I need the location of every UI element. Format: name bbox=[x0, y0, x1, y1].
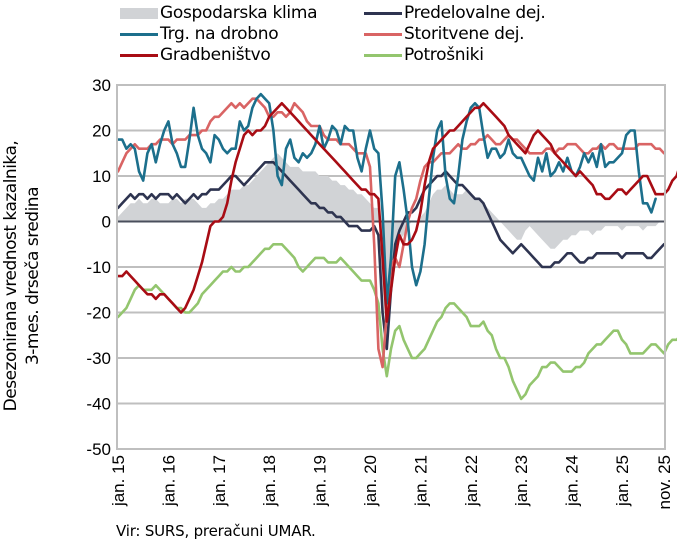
legend-item-potrosniki: Potrošniki bbox=[364, 44, 484, 66]
y-tick-label: -20 bbox=[86, 304, 111, 323]
legend-swatch-line bbox=[364, 11, 402, 15]
x-tick-label: jan. 24 bbox=[563, 455, 582, 507]
y-tick-label: 10 bbox=[92, 167, 111, 186]
y-tick-label: 30 bbox=[92, 76, 111, 95]
legend-item-gradbenistvo: Gradbeništvo bbox=[120, 44, 271, 66]
y-tick-label: -50 bbox=[86, 440, 111, 459]
x-tick-label: jan. 19 bbox=[311, 455, 330, 507]
plot-frame bbox=[116, 84, 666, 450]
x-tick-labels: jan. 15 jan. 16 jan. 17 jan. 18 jan. 19 jan. … bbox=[109, 455, 674, 510]
y-tick-label: -40 bbox=[86, 395, 111, 414]
legend-label: Storitvene dej. bbox=[404, 24, 525, 44]
x-tick-label: jan. 20 bbox=[361, 455, 380, 507]
y-tick-labels: 30 20 10 0 -10 -20 -30 -40 -50 bbox=[86, 76, 111, 459]
y-tick-label: -10 bbox=[86, 258, 111, 277]
legend-label: Gospodarska klima bbox=[160, 3, 318, 23]
x-tick-label: jan. 17 bbox=[210, 455, 229, 507]
x-tick-label: nov. 25 bbox=[655, 455, 674, 510]
y-tick-label: 0 bbox=[102, 213, 111, 232]
x-tick-label: jan. 22 bbox=[462, 455, 481, 507]
x-tick-label: jan. 25 bbox=[613, 455, 632, 507]
legend-swatch-line bbox=[364, 32, 402, 36]
x-tick-label: jan. 16 bbox=[159, 455, 178, 507]
series-lines bbox=[116, 92, 677, 401]
legend-swatch-line bbox=[120, 53, 158, 57]
legend-swatch-line bbox=[364, 53, 402, 57]
legend-item-gospodarska-klima: Gospodarska klima bbox=[120, 2, 318, 24]
legend-label: Predelovalne dej. bbox=[404, 3, 546, 23]
legend-label: Potrošniki bbox=[404, 45, 484, 65]
legend-swatch-line bbox=[120, 32, 158, 36]
series-line-gradbenistvo bbox=[116, 101, 677, 323]
x-tick-label: jan. 15 bbox=[109, 455, 128, 507]
x-tick-label: jan. 18 bbox=[260, 455, 279, 507]
legend-item-trg-na-drobno: Trg. na drobno bbox=[120, 23, 279, 45]
x-tick-label: jan. 21 bbox=[411, 455, 430, 507]
chart-legend: Gospodarska klima Trg. na drobno Gradben… bbox=[120, 2, 670, 72]
legend-label: Trg. na drobno bbox=[160, 24, 279, 44]
legend-item-predelovalne-dej: Predelovalne dej. bbox=[364, 2, 546, 24]
legend-swatch-area bbox=[120, 7, 158, 19]
legend-label: Gradbeništvo bbox=[160, 45, 271, 65]
source-note: Vir: SURS, preračuni UMAR. bbox=[116, 522, 316, 540]
series-line-potrosniki bbox=[116, 243, 677, 401]
plot-border bbox=[116, 84, 666, 450]
y-tick-label: 20 bbox=[92, 122, 111, 141]
y-tick-label: -30 bbox=[86, 349, 111, 368]
x-tick-label: jan. 23 bbox=[512, 455, 531, 507]
legend-item-storitvene-dej: Storitvene dej. bbox=[364, 23, 525, 45]
